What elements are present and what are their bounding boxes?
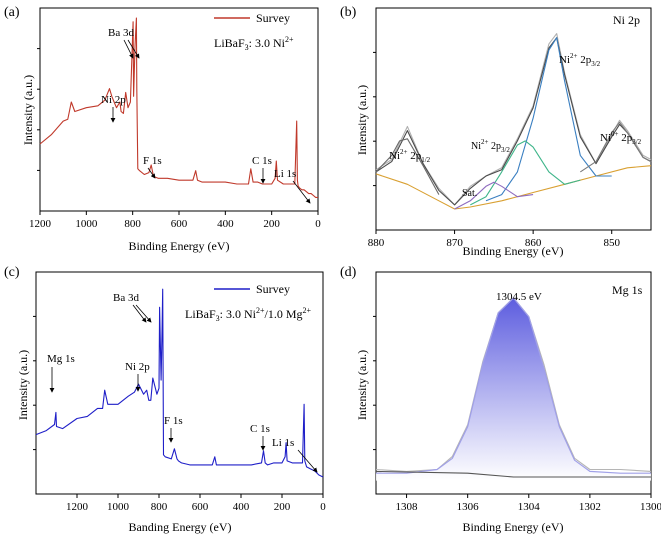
x-tick-label-d-3: 1302 (579, 501, 601, 513)
x-tick-label-c-3: 600 (192, 501, 209, 513)
x-tick-label-b-3: 850 (603, 237, 620, 249)
x-tick-label-a-1: 1000 (75, 218, 98, 230)
plot-area-d: 1308 1306 1304 1302 1300 (373, 297, 661, 513)
note-a: LiBaF3: 3.0 Ni2+ (214, 35, 294, 52)
annot-a-4: Li 1s (274, 168, 296, 180)
x-tick-label-a-0: 1200 (29, 218, 52, 230)
series-line-a-0 (39, 17, 318, 198)
plot-frame-d (375, 271, 652, 495)
annot-a-2: F 1s (143, 155, 162, 167)
plot-area-b: 880 870 860 850 (368, 33, 652, 249)
x-axis-label-a: Binding Energy (eV) (128, 239, 229, 253)
plot-frame-c (35, 271, 324, 495)
plot-area-a: 1200 1000 800 600 400 200 0 (29, 17, 321, 230)
y-axis-label-d: Intensity (a.u.) (355, 350, 369, 420)
x-tick-label-d-0: 1308 (396, 501, 419, 513)
x-tick-label-a-5: 200 (263, 218, 280, 230)
series-line-b-4 (470, 140, 581, 206)
series-line-b-3 (485, 37, 612, 202)
x-tick-label-a-6: 0 (315, 218, 321, 230)
panel-label-b: (b) (340, 5, 357, 20)
annot-c-3: F 1s (164, 415, 183, 427)
annot-arrow-a-0b (127, 39, 140, 59)
peak-fill-d (376, 297, 651, 481)
panel-a: (a) 1200 1000 800 600 400 200 0 Intensity (a.u… (4, 5, 321, 253)
x-tick-label-c-0: 1200 (66, 501, 89, 513)
legend-label-c: Survey (256, 282, 290, 296)
series-line-b-2 (375, 165, 652, 210)
annot-arrow-a-4 (292, 180, 311, 204)
annot-a-3: C 1s (252, 155, 272, 167)
x-tick-label-a-3: 600 (171, 218, 188, 230)
annot-arrow-a-0 (123, 39, 134, 59)
panel-b: (b) 880 870 860 850 Intensity (a.u.) Bindin… (340, 5, 652, 258)
x-tick-label-d-4: 1300 (640, 501, 661, 513)
x-tick-label-a-2: 800 (124, 218, 141, 230)
x-tick-label-b-1: 870 (446, 237, 463, 249)
x-tick-label-d-1: 1306 (457, 501, 480, 513)
annot-arrow-c-1b (135, 304, 152, 323)
x-tick-label-c-4: 400 (233, 501, 250, 513)
x-tick-label-b-0: 880 (368, 237, 385, 249)
peak-label-b-1: Ni2+ 2p3/2 (471, 138, 510, 154)
peak-label-b-sat: Sat. (462, 188, 477, 199)
series-line-b-5 (454, 181, 534, 210)
series-line-d-2 (375, 470, 651, 478)
legend-a: Survey (214, 11, 290, 25)
series-line-c-0 (35, 288, 324, 478)
peak-label-b-3: Ni0+ 2p3/2 (600, 130, 642, 146)
peak-label-b-2: Ni2+ 2p3/2 (559, 52, 601, 68)
annot-c-0: Mg 1s (47, 353, 75, 365)
x-tick-label-d-2: 1304 (518, 501, 541, 513)
plot-frame-b (375, 7, 652, 231)
y-axis-label-a: Intensity (a.u.) (21, 75, 35, 145)
x-axis-label-b: Binding Energy (eV) (462, 244, 563, 258)
x-tick-label-c-6: 0 (320, 501, 326, 513)
legend-c: Survey (214, 282, 290, 296)
series-line-b-6 (375, 138, 440, 195)
series-line-b-0 (375, 33, 652, 206)
x-axis-label-c: Banding Energy (eV) (128, 520, 231, 534)
x-tick-label-c-2: 800 (151, 501, 168, 513)
x-axis-label-d: Binding Energy (eV) (462, 520, 563, 534)
panel-d: (d) 1308 1306 1304 1302 1300 Intensity (a.u.… (340, 265, 661, 534)
y-axis-label-b: Intensity (a.u.) (355, 85, 369, 155)
plot-area-c: 1200 1000 800 600 400 200 0 (33, 288, 326, 513)
y-axis-label-c: Intensity (a.u.) (16, 350, 30, 420)
annot-arrow-c-5 (297, 449, 318, 473)
panel-c: (c) 1200 1000 800 600 400 200 0 Intensity (a.u… (4, 265, 326, 534)
annot-c-2: Ni 2p (125, 361, 150, 373)
x-tick-label-c-1: 1000 (107, 501, 130, 513)
legend-label-a: Survey (256, 11, 290, 25)
peak-label-b-0: Ni2+ 2p1/2 (389, 148, 431, 164)
annot-a-0: Ba 3d (108, 27, 134, 39)
annot-c-1: Ba 3d (113, 292, 139, 304)
x-tick-label-c-5: 200 (274, 501, 291, 513)
panel-label-a: (a) (4, 5, 20, 20)
annot-arrow-a-2 (147, 167, 156, 179)
x-tick-label-b-2: 860 (525, 237, 542, 249)
panel-label-c: (c) (4, 265, 20, 280)
series-line-b-1 (375, 37, 652, 206)
series-line-b-7 (579, 121, 652, 173)
annot-c-5: Li 1s (272, 437, 294, 449)
annot-c-4: C 1s (250, 423, 270, 435)
title-b: Ni 2p (613, 13, 640, 27)
title-d: Mg 1s (612, 283, 643, 297)
peak-label-d: 1304.5 eV (496, 291, 542, 303)
annot-a-1: Ni 2p (101, 94, 126, 106)
note-c: LiBaF3: 3.0 Ni2+/1.0 Mg2+ (185, 306, 312, 323)
annot-arrow-c-1 (132, 304, 147, 323)
series-line-d-1 (376, 297, 651, 474)
panel-label-d: (d) (340, 265, 357, 280)
x-tick-label-a-4: 400 (217, 218, 234, 230)
